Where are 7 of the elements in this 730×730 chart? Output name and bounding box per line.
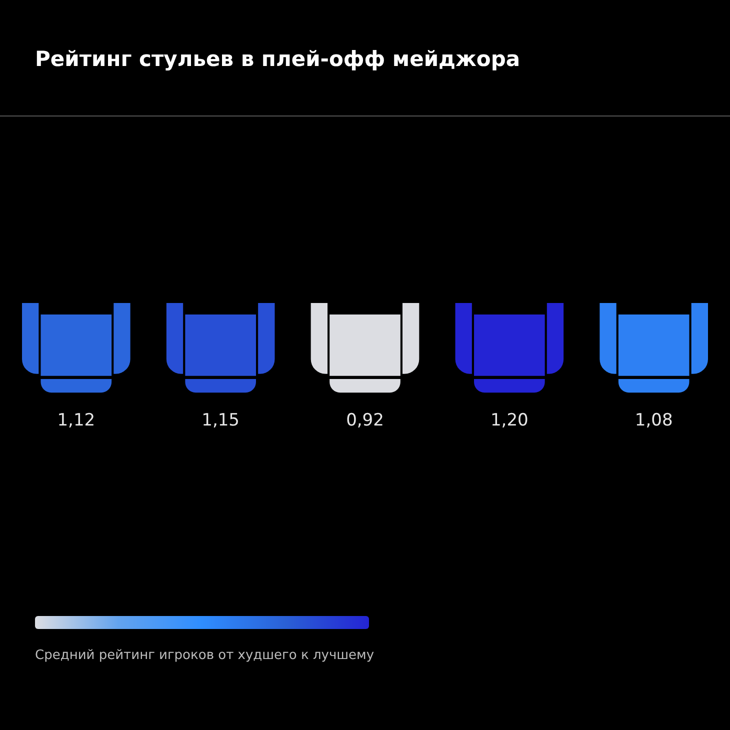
data-label: 1,20 (490, 410, 528, 431)
data-label: 1,15 (202, 410, 240, 431)
text: Рейтинг стульев в плей-офф мейджора (35, 47, 520, 71)
data-label: 1,08 (634, 410, 673, 431)
text: Средний рейтинг игроков от худшего к лучшему (35, 648, 374, 663)
data-label: 0,92 (346, 410, 384, 431)
data-label: 1,12 (57, 410, 96, 431)
